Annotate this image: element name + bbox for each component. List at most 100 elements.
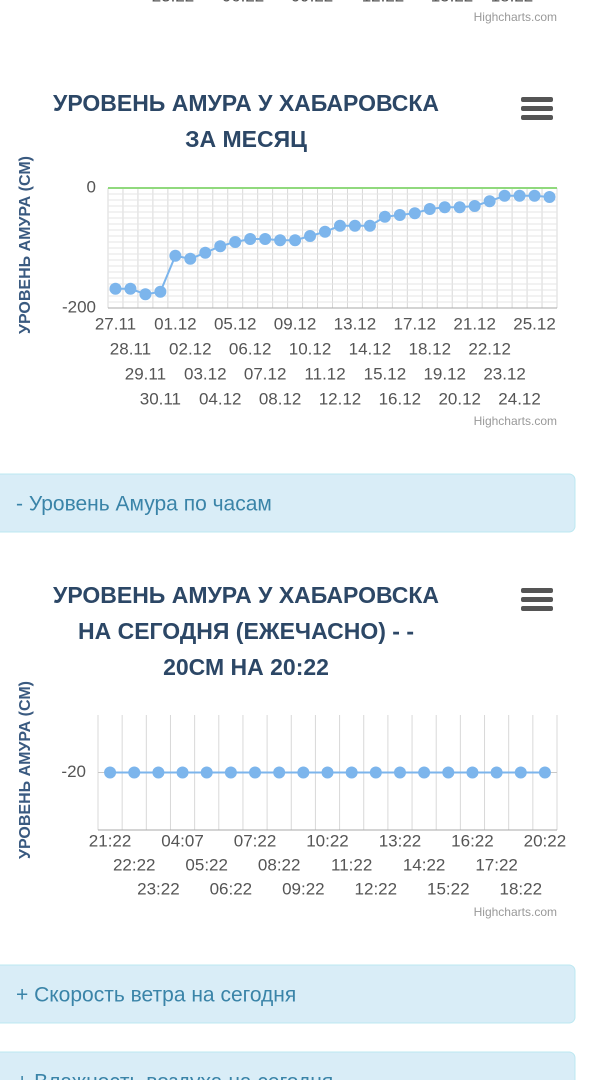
x-tick-label: 07.12 (244, 364, 287, 383)
x-tick-label: 17:22 (475, 855, 518, 874)
data-point (184, 252, 197, 265)
x-tick-label: 21.12 (453, 314, 496, 333)
x-tick-label: 20.12 (438, 389, 481, 408)
x-tick-label: 13:22 (379, 831, 422, 850)
x-tick-label: 16:22 (451, 831, 494, 850)
x-tick-label: 14:22 (403, 855, 446, 874)
data-point (199, 246, 212, 259)
data-point (200, 766, 213, 779)
x-tick-label: 27.11 (95, 314, 136, 333)
x-tick-label: 20:22 (524, 831, 567, 850)
data-point (528, 189, 541, 202)
x-tick-label: 05:22 (185, 855, 228, 874)
panel-title[interactable]: - Уровень Амура по часам (16, 493, 272, 516)
data-point (423, 203, 436, 215)
data-point (152, 766, 165, 779)
x-tick-label: 23:22 (137, 879, 180, 898)
y-tick-label: 0 (87, 177, 96, 196)
data-point (513, 189, 526, 202)
x-tick-label: 09.12 (274, 314, 317, 333)
chart-title: НА СЕГОДНЯ (ЕЖЕЧАСНО) - - (78, 618, 414, 644)
x-tick-label: 06.12 (229, 339, 272, 358)
x-tick-label: 08:22 (258, 855, 301, 874)
x-tick-label: 23:22 (152, 0, 195, 5)
x-tick-label: 12:22 (362, 0, 405, 5)
data-point (393, 766, 406, 779)
menu-icon[interactable] (521, 588, 553, 611)
data-point (154, 285, 167, 298)
y-axis-title: УРОВЕНЬ АМУРА (СМ) (17, 156, 34, 334)
data-point (109, 282, 122, 295)
data-point (321, 766, 334, 779)
panel-header[interactable] (0, 1051, 576, 1080)
data-point (348, 219, 361, 232)
data-point (468, 200, 481, 212)
credits: Highcharts.com (474, 414, 557, 428)
y-axis-title: УРОВЕНЬ АМУРА (СМ) (17, 681, 34, 859)
y-tick-label: -20 (61, 762, 86, 781)
data-point (378, 210, 391, 223)
x-tick-label: 01.12 (154, 314, 197, 333)
x-tick-label: 29.11 (125, 364, 166, 383)
menu-icon[interactable] (521, 97, 553, 120)
data-point (333, 219, 346, 232)
y-tick-label: -200 (62, 297, 96, 316)
data-point (498, 189, 511, 202)
data-point (369, 766, 382, 779)
data-point (453, 201, 466, 214)
x-tick-label: 06:22 (222, 0, 265, 5)
data-point (289, 234, 302, 247)
data-point (490, 766, 503, 779)
data-point (538, 766, 551, 779)
x-tick-label: 02.12 (169, 339, 212, 358)
chart-title: УРОВЕНЬ АМУРА У ХАБАРОВСКА (53, 90, 439, 116)
chart-title: ЗА МЕСЯЦ (185, 126, 307, 152)
x-tick-label: 18:22 (499, 879, 542, 898)
x-tick-label: 15:22 (427, 879, 470, 898)
data-point (124, 282, 137, 295)
x-tick-label: 04:07 (161, 831, 204, 850)
data-point (345, 766, 358, 779)
x-tick-label: 30.11 (140, 389, 181, 408)
x-tick-label: 11:22 (331, 855, 372, 874)
data-point (259, 233, 272, 245)
x-tick-label: 04.12 (199, 389, 242, 408)
x-tick-label: 19.12 (423, 364, 466, 383)
data-point (363, 219, 376, 232)
x-tick-label: 10.12 (289, 339, 332, 358)
x-tick-label: 05.12 (214, 314, 257, 333)
x-tick-label: 28.11 (110, 339, 151, 358)
data-point (304, 230, 317, 242)
credits: Highcharts.com (474, 905, 557, 919)
x-tick-label: 03.12 (184, 364, 227, 383)
data-point (214, 240, 227, 253)
data-point (229, 236, 242, 248)
x-tick-label: 08.12 (259, 389, 302, 408)
x-tick-label: 12:22 (355, 879, 398, 898)
x-tick-label: 24.12 (498, 389, 541, 408)
data-point (408, 207, 421, 220)
x-tick-label: 13.12 (334, 314, 377, 333)
data-point (466, 766, 479, 779)
data-point (224, 766, 237, 779)
panel-header[interactable] (0, 473, 576, 533)
x-tick-label: 16.12 (379, 389, 422, 408)
data-point (176, 766, 189, 779)
x-tick-label: 09:22 (291, 0, 334, 5)
data-point (244, 233, 257, 245)
panel-header[interactable] (0, 964, 576, 1024)
chart-title: УРОВЕНЬ АМУРА У ХАБАРОВСКА (53, 582, 439, 608)
x-tick-label: 10:22 (306, 831, 349, 850)
data-point (297, 766, 310, 779)
data-point (442, 766, 455, 779)
data-point (139, 288, 152, 301)
data-point (438, 201, 451, 214)
panel-title[interactable]: + Влажность воздуха на сегодня (16, 1071, 333, 1080)
x-tick-label: 23.12 (483, 364, 526, 383)
x-tick-label: 25.12 (513, 314, 556, 333)
panel-title[interactable]: + Скорость ветра на сегодня (16, 984, 296, 1007)
data-point (319, 225, 332, 238)
chart-title: 20СМ НА 20:22 (163, 654, 329, 680)
x-tick-label: 12.12 (319, 389, 362, 408)
